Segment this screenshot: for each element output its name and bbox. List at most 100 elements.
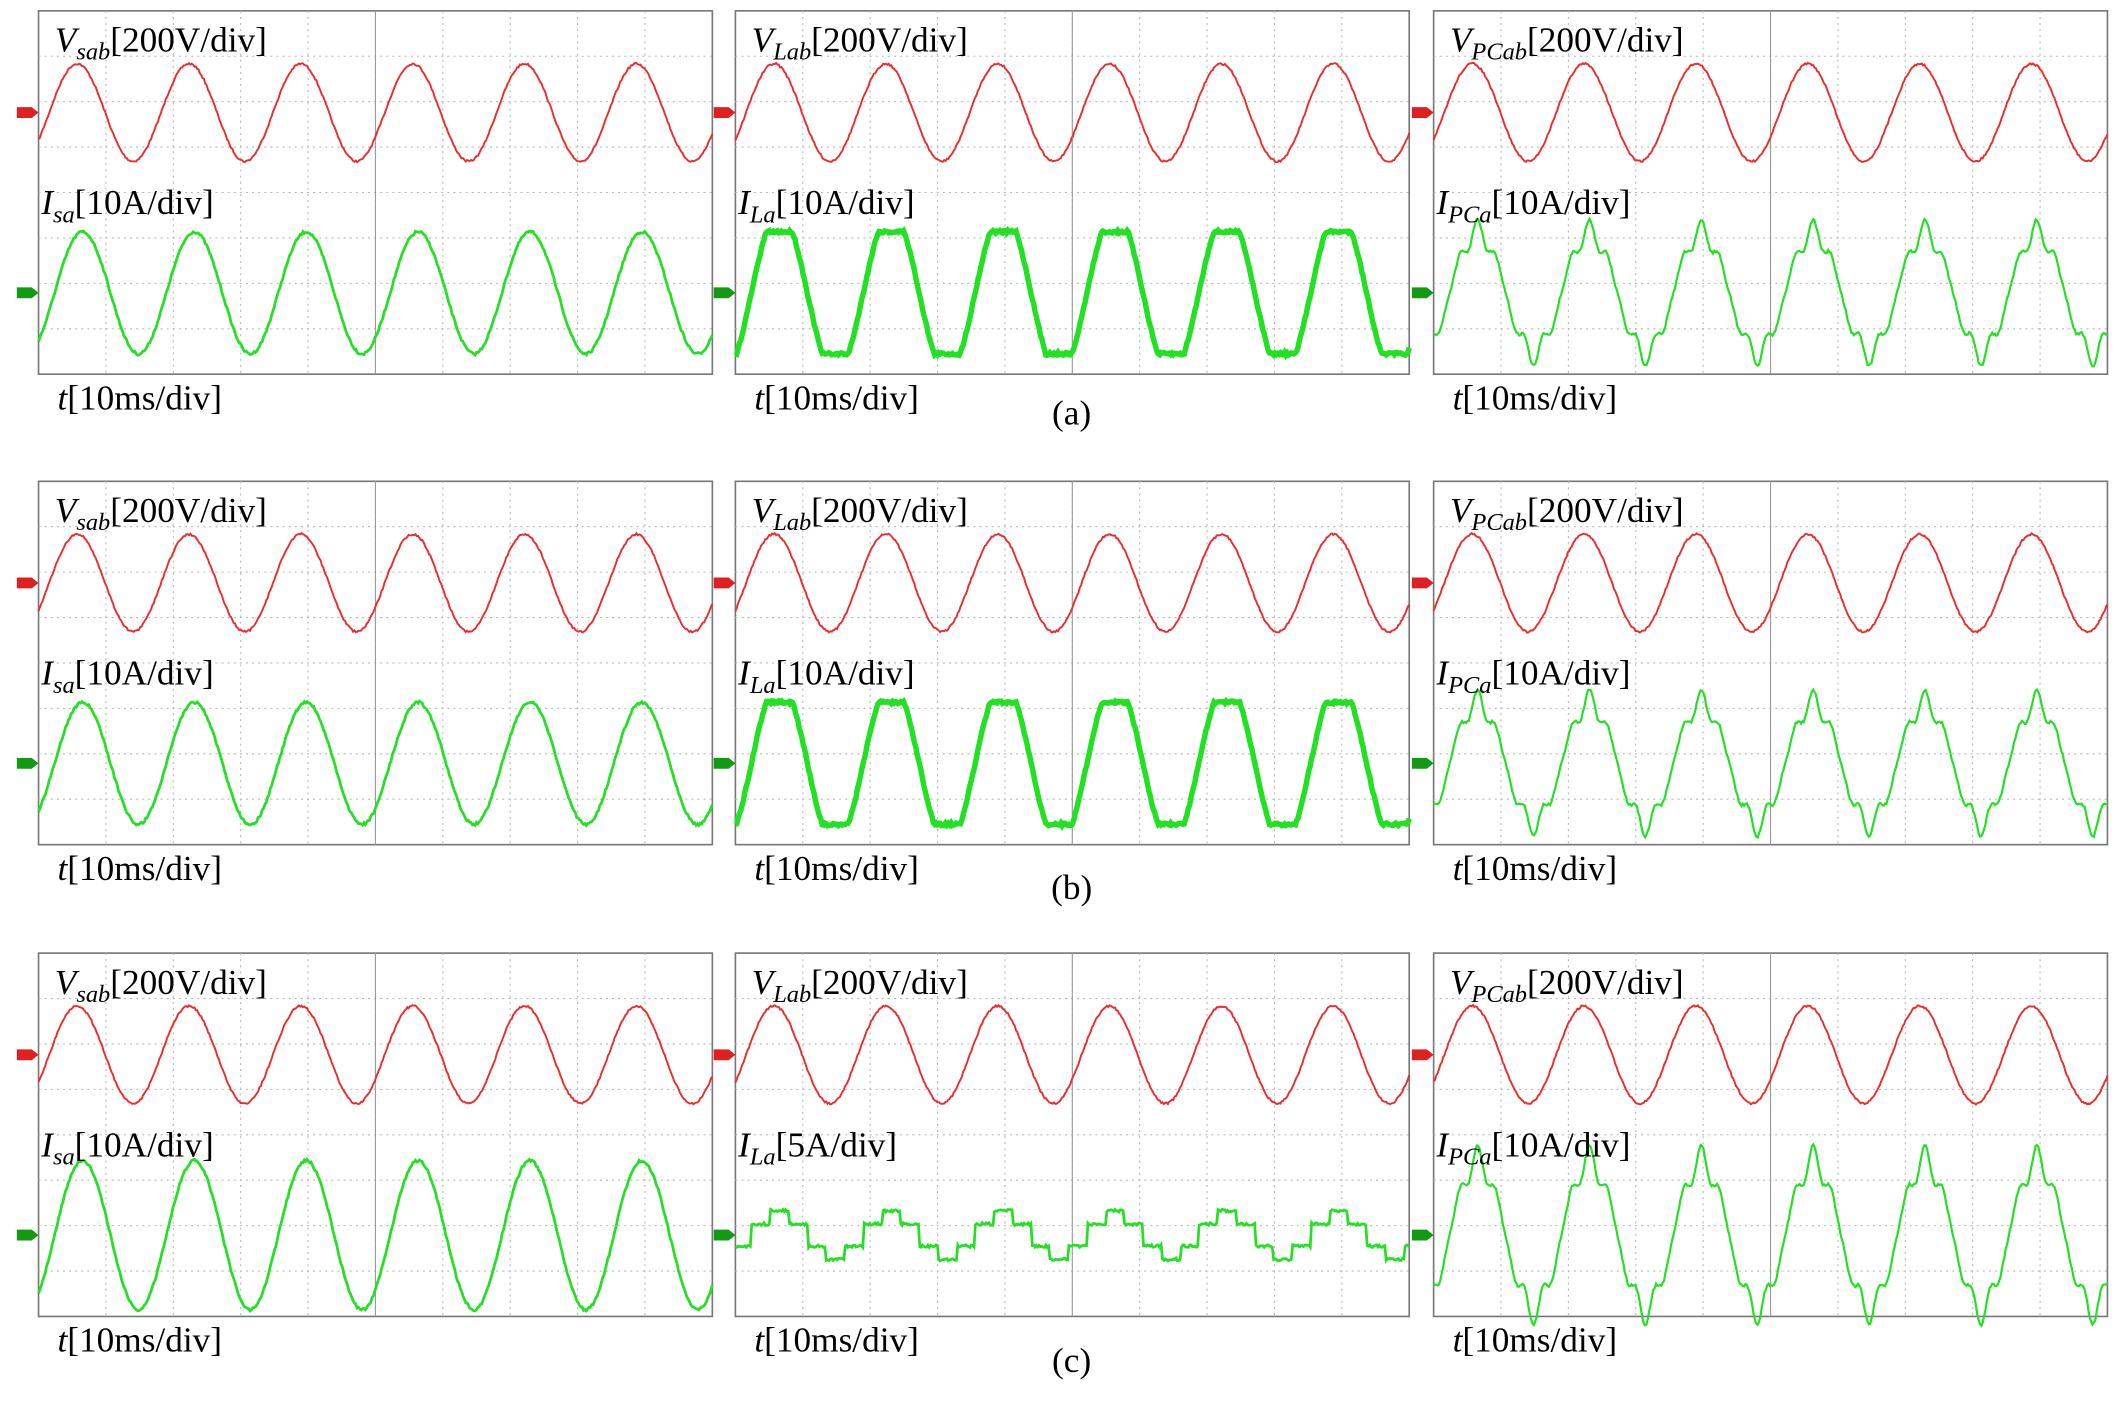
waveform: [37, 1156, 714, 1313]
scale: [10ms/div]: [67, 1321, 222, 1360]
current-label: Isa[10A/div]: [40, 1125, 213, 1170]
scale: [10ms/div]: [1462, 849, 1617, 888]
waveform: [734, 1003, 1411, 1106]
channel-marker: [16, 287, 39, 299]
caption: (a): [1052, 393, 1091, 432]
voltage-label: Vsab[200V/div]: [55, 21, 267, 66]
channel-marker: [1411, 287, 1434, 299]
subscript: sa: [53, 1144, 75, 1171]
subscript: sab: [76, 981, 110, 1008]
time-label: t[10ms/div]: [754, 849, 919, 888]
waveform: [37, 61, 714, 164]
channel-marker: [16, 1229, 39, 1241]
subscript: sa: [53, 201, 75, 228]
subscript: La: [749, 1144, 776, 1171]
voltage-label: VLab[200V/div]: [752, 491, 968, 536]
symbol: I: [40, 183, 55, 222]
channel-marker: [16, 1049, 39, 1061]
channel-marker: [713, 287, 736, 299]
time-label: t[10ms/div]: [1453, 378, 1618, 417]
symbol: V: [1450, 21, 1475, 60]
scale: [10A/div]: [75, 183, 214, 222]
symbol: t: [58, 1321, 69, 1360]
scale: [200V/div]: [811, 963, 968, 1002]
subscript: Lab: [772, 981, 811, 1008]
waveform: [37, 228, 714, 358]
channel-marker: [1411, 577, 1434, 589]
waveform: [734, 1207, 1411, 1264]
scale: [10ms/div]: [1462, 1321, 1617, 1360]
voltage-label: Vsab[200V/div]: [55, 491, 267, 536]
voltage-label: Vsab[200V/div]: [55, 963, 267, 1008]
channel-marker: [1411, 1049, 1434, 1061]
time-label: t[10ms/div]: [58, 378, 223, 417]
subscript: PCab: [1470, 509, 1527, 536]
scale: [10A/div]: [1491, 1125, 1630, 1164]
symbol: t: [754, 378, 765, 417]
waveform: [1433, 216, 2109, 368]
symbol: V: [1450, 491, 1475, 530]
channel-marker: [16, 577, 39, 589]
current-label: ILa[10A/div]: [737, 183, 915, 228]
channel-marker: [713, 757, 736, 769]
subscript: sab: [76, 39, 110, 66]
scale: [10ms/div]: [764, 378, 919, 417]
channel-marker: [16, 757, 39, 769]
symbol: V: [55, 491, 80, 530]
symbol: V: [55, 21, 80, 60]
current-label: ILa[10A/div]: [737, 654, 915, 699]
current-label: IPCa[10A/div]: [1435, 183, 1630, 228]
channel-marker: [16, 107, 39, 118]
scale: [200V/div]: [1527, 491, 1684, 530]
scale: [10ms/div]: [1462, 378, 1617, 417]
waveform: [734, 531, 1410, 634]
scale: [10ms/div]: [67, 849, 222, 888]
voltage-label: VLab[200V/div]: [752, 21, 968, 66]
scale: [200V/div]: [110, 491, 267, 530]
channel-marker: [713, 107, 736, 118]
time-label: t[10ms/div]: [58, 1321, 223, 1360]
symbol: t: [58, 378, 69, 417]
symbol: t: [1453, 378, 1464, 417]
waveform: [1432, 1003, 2109, 1106]
symbol: V: [1450, 963, 1475, 1002]
channel-marker: [713, 577, 736, 589]
symbol: V: [752, 963, 777, 1002]
symbol: t: [1453, 1321, 1464, 1360]
current-label: Isa[10A/div]: [40, 183, 213, 228]
current-label: Isa[10A/div]: [40, 654, 213, 699]
scale: [200V/div]: [1527, 963, 1684, 1002]
waveform: [1432, 61, 2109, 164]
scale: [200V/div]: [110, 21, 267, 60]
current-label: IPCa[10A/div]: [1435, 654, 1630, 699]
voltage-label: VLab[200V/div]: [752, 963, 968, 1008]
scale: [10A/div]: [1491, 654, 1630, 693]
scale: [200V/div]: [811, 491, 968, 530]
symbol: V: [752, 21, 777, 60]
voltage-label: VPCab[200V/div]: [1450, 491, 1684, 536]
channel-marker: [1411, 757, 1434, 769]
voltage-label: VPCab[200V/div]: [1450, 21, 1684, 66]
subscript: sa: [53, 672, 75, 699]
caption: (b): [1051, 868, 1092, 907]
waveform: [37, 699, 714, 828]
channel-marker: [713, 1049, 736, 1061]
subscript: Lab: [772, 509, 811, 536]
symbol: I: [737, 654, 752, 693]
scale: [10ms/div]: [764, 849, 919, 888]
symbol: I: [40, 1125, 55, 1164]
caption: (c): [1052, 1341, 1091, 1380]
time-label: t[10ms/div]: [1453, 1321, 1618, 1360]
channel-marker: [1411, 107, 1434, 118]
waveform: [734, 696, 1412, 832]
time-label: t[10ms/div]: [58, 849, 223, 888]
symbol: V: [752, 491, 777, 530]
waveform: [1433, 1142, 2109, 1328]
subscript: sab: [76, 509, 110, 536]
scale: [5A/div]: [776, 1125, 897, 1164]
symbol: I: [1435, 183, 1450, 222]
scale: [10A/div]: [776, 654, 915, 693]
subscript: PCa: [1447, 1144, 1491, 1171]
scale: [200V/div]: [1527, 21, 1684, 60]
